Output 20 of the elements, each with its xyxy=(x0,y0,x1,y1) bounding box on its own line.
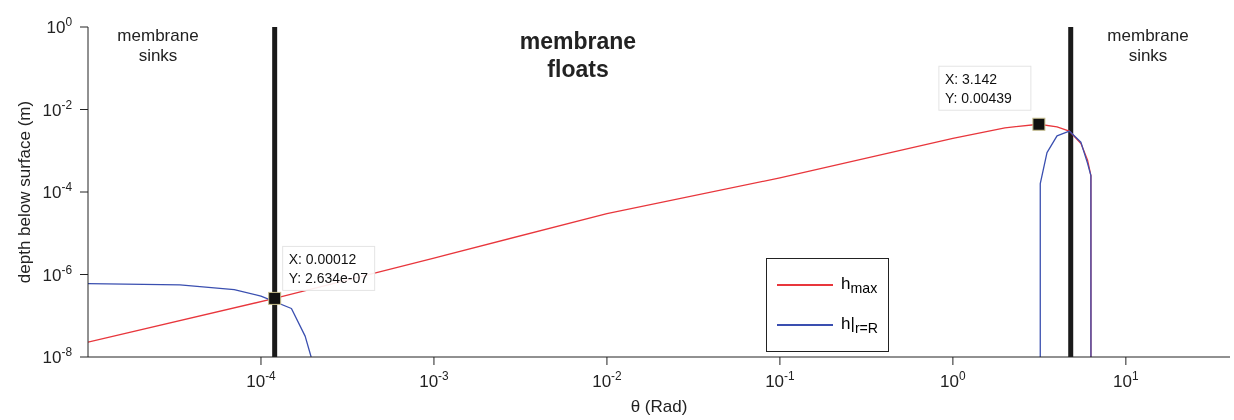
y-tick-label: 10$^{-2}$ xyxy=(42,97,73,120)
legend-label: h$_{max}$ xyxy=(841,273,878,297)
annotation: membrane sinks xyxy=(116,26,200,67)
annotation: X: 0.00012 Y: 2.634e-07 xyxy=(288,251,369,287)
x-tick-label: 10$^{-3}$ xyxy=(419,369,450,391)
x-tick-label: 10$^{-1}$ xyxy=(765,369,796,391)
legend-label: h|$_{r=R}$ xyxy=(841,313,879,337)
y-tick-label: 10$^{-4}$ xyxy=(42,180,73,202)
y-axis-title: depth below surface (m) xyxy=(15,100,35,284)
y-tick-label: 10$^{-8}$ xyxy=(42,345,73,367)
annotation: membrane sinks xyxy=(1106,26,1190,67)
annotation: membrane floats xyxy=(518,28,638,84)
x-tick-label: 10$^{-4}$ xyxy=(246,369,277,391)
x-tick-label: 10$^{0}$ xyxy=(940,369,967,391)
x-tick-label: 10$^{1}$ xyxy=(1113,369,1140,391)
x-tick-label: 10$^{-2}$ xyxy=(592,369,623,391)
annotation: X: 3.142 Y: 0.00439 xyxy=(944,71,1013,107)
x-axis-title: θ (Rad) xyxy=(630,397,688,416)
y-tick-label: 10$^{0}$ xyxy=(46,15,73,37)
y-tick-label: 10$^{-6}$ xyxy=(42,262,73,285)
